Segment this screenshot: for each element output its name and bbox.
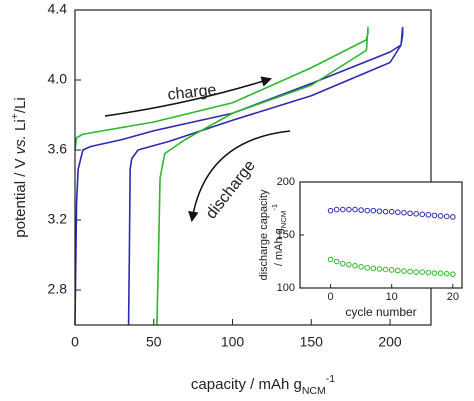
charge-arrow — [104, 76, 273, 117]
x-axis-label: cycle number — [345, 305, 416, 319]
plot-frame — [299, 181, 463, 289]
data-point — [395, 209, 401, 216]
x-tick-label: 0 — [328, 291, 334, 303]
series-line — [74, 26, 369, 326]
x-tick-label: 200 — [378, 334, 402, 350]
data-point — [401, 268, 407, 274]
y-axis-label: potential / V vs. Li+/Li — [9, 97, 29, 237]
x-axis-label-part: cycle number — [345, 305, 416, 319]
data-point — [401, 209, 407, 216]
data-point — [407, 268, 413, 275]
x-tick-label: 10 — [386, 291, 398, 303]
data-point — [382, 208, 389, 215]
data-point — [364, 207, 371, 214]
data-point — [413, 269, 419, 275]
data-point — [388, 208, 395, 215]
data-point — [437, 213, 444, 219]
data-point — [358, 207, 364, 213]
annotation: charge — [167, 82, 218, 104]
data-point — [370, 265, 377, 272]
x-axis-label: capacity / mAh gNCM-1 — [191, 373, 335, 397]
data-point — [425, 212, 432, 218]
discharge-arrow — [188, 130, 291, 223]
y-axis-label-part: discharge capacity — [258, 189, 270, 281]
y-tick-label: 4.4 — [48, 1, 68, 17]
data-point — [450, 271, 456, 278]
data-point — [370, 207, 377, 214]
y-axis-label: / mAh gNCM-1 — [270, 204, 288, 266]
data-point — [443, 270, 450, 277]
y-axis-label-part: -1 — [270, 204, 279, 211]
annotation: discharge — [203, 157, 259, 222]
y-axis-label: discharge capacity — [258, 189, 270, 281]
y-axis-label-part: /Li — [12, 97, 29, 113]
data-point — [437, 270, 444, 276]
data-point — [376, 266, 383, 272]
x-tick-label: 50 — [146, 334, 162, 350]
data-point — [431, 270, 438, 276]
data-point — [407, 210, 413, 217]
x-tick-label: 20 — [447, 291, 459, 303]
series-line — [74, 26, 404, 326]
data-point — [352, 262, 358, 269]
data-point — [382, 266, 389, 273]
y-tick-label: 3.2 — [48, 211, 68, 227]
inset-background — [300, 182, 462, 288]
y-tick-label: 3.6 — [48, 141, 68, 157]
y-axis-label-part: + — [9, 113, 21, 119]
x-axis-label-part: NCM — [302, 385, 326, 397]
data-point — [346, 206, 352, 213]
x-tick-label: 0 — [71, 334, 79, 350]
y-tick-label: 2.8 — [48, 281, 68, 297]
data-point — [395, 267, 401, 274]
data-point — [333, 258, 340, 265]
data-point — [346, 261, 352, 268]
y-axis-label-part: vs. — [12, 135, 29, 154]
data-point — [450, 214, 456, 220]
y-axis-label-part: potential / V — [12, 154, 29, 237]
y-tick-label: 200 — [277, 176, 295, 188]
data-point — [431, 212, 438, 219]
y-axis-label-part: Li — [12, 119, 29, 135]
y-tick-label: 150 — [277, 229, 295, 241]
data-point — [376, 208, 383, 214]
data-point — [388, 267, 395, 273]
y-axis-label-part: NCM — [279, 211, 288, 229]
data-point — [327, 207, 334, 214]
y-tick-label: 4.0 — [48, 71, 68, 87]
y-tick-label: 100 — [277, 282, 295, 294]
x-tick-label: 100 — [221, 334, 245, 350]
data-point — [339, 206, 346, 213]
data-point — [333, 206, 340, 213]
data-point — [339, 260, 346, 267]
plot-frame — [74, 9, 432, 326]
data-point — [352, 206, 358, 213]
x-axis-label-part: capacity / mAh g — [191, 376, 302, 393]
data-point — [443, 213, 450, 220]
data-point — [419, 211, 426, 218]
y-axis-label-part: / mAh g — [273, 228, 285, 266]
x-axis-label-part: -1 — [326, 373, 335, 385]
data-point — [419, 269, 426, 275]
x-tick-label: 150 — [300, 334, 324, 350]
data-point — [364, 265, 371, 271]
data-point — [425, 269, 432, 276]
data-point — [413, 211, 419, 217]
data-point — [327, 256, 334, 263]
data-point — [358, 264, 364, 270]
